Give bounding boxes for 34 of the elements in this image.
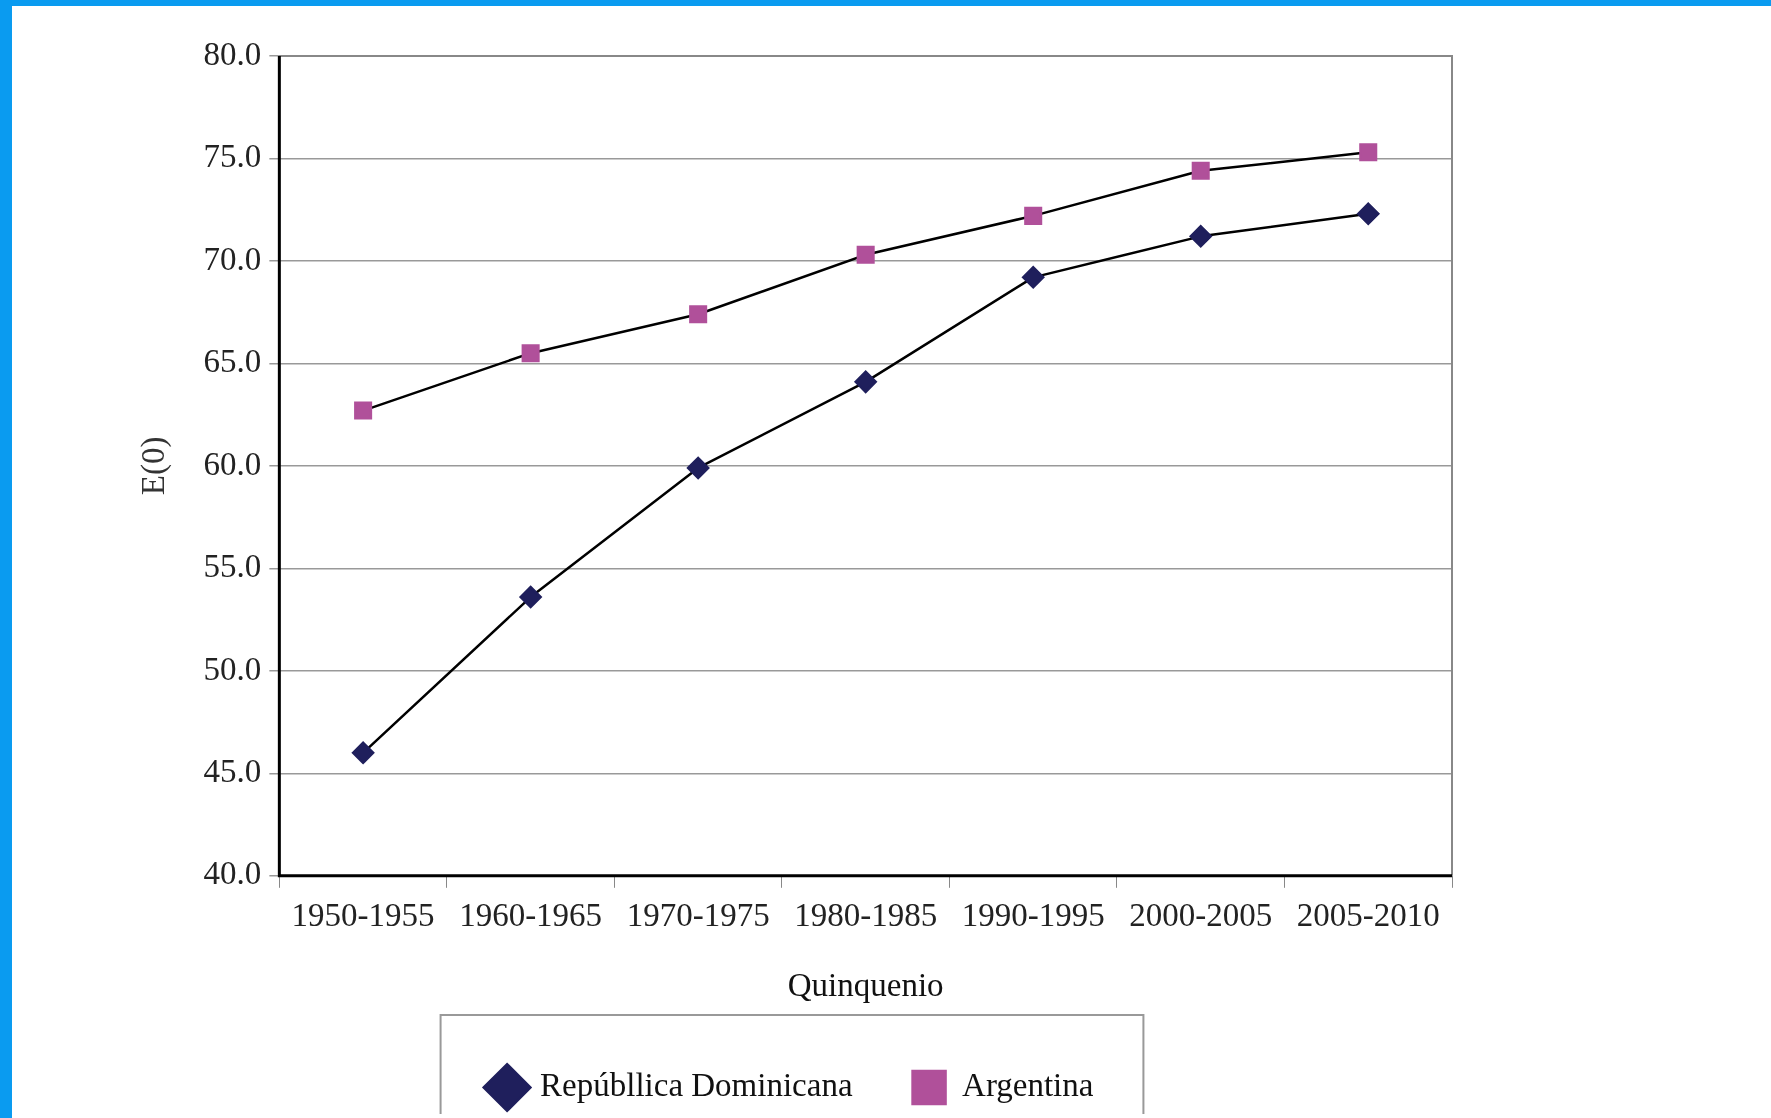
y-tick-label: 55.0: [203, 548, 262, 585]
point: [519, 585, 542, 609]
point: [1024, 206, 1043, 225]
x-tick-label: 1950-1955: [291, 897, 435, 934]
legend-label: Repúbllica Dominicana: [540, 1067, 853, 1104]
point: [1021, 266, 1045, 289]
y-tick-label: 40.0: [203, 855, 262, 892]
x-tick-label: 1970-1975: [626, 897, 770, 934]
x-tick-label: 1990-1995: [961, 897, 1105, 934]
y-tick-label: 75.0: [203, 138, 262, 175]
y-tick-label: 60.0: [203, 445, 262, 482]
y-tick-label: 65.0: [203, 343, 262, 380]
point: [854, 370, 877, 394]
legend-label: Argentina: [962, 1067, 1094, 1104]
x-axis-title: Quinquenio: [787, 966, 944, 1003]
x-tick-label: 2005-2010: [1296, 897, 1440, 934]
point: [1356, 202, 1380, 226]
point: [1359, 143, 1378, 162]
point: [689, 305, 708, 324]
x-tick-label: 1960-1965: [459, 897, 603, 934]
point: [354, 401, 373, 420]
point: [1191, 161, 1210, 180]
point: [521, 344, 540, 363]
y-tick-label: 80.0: [203, 35, 262, 72]
point: [351, 741, 375, 765]
x-tick-label: 2000-2005: [1129, 897, 1273, 934]
point: [1189, 225, 1212, 248]
point: [856, 245, 875, 264]
y-axis-title: E(0): [135, 436, 173, 496]
y-tick-label: 70.0: [203, 240, 262, 277]
point: [686, 456, 710, 480]
y-tick-label: 50.0: [203, 650, 262, 687]
x-tick-label: 1980-1985: [794, 897, 938, 934]
y-tick-label: 45.0: [203, 753, 262, 789]
